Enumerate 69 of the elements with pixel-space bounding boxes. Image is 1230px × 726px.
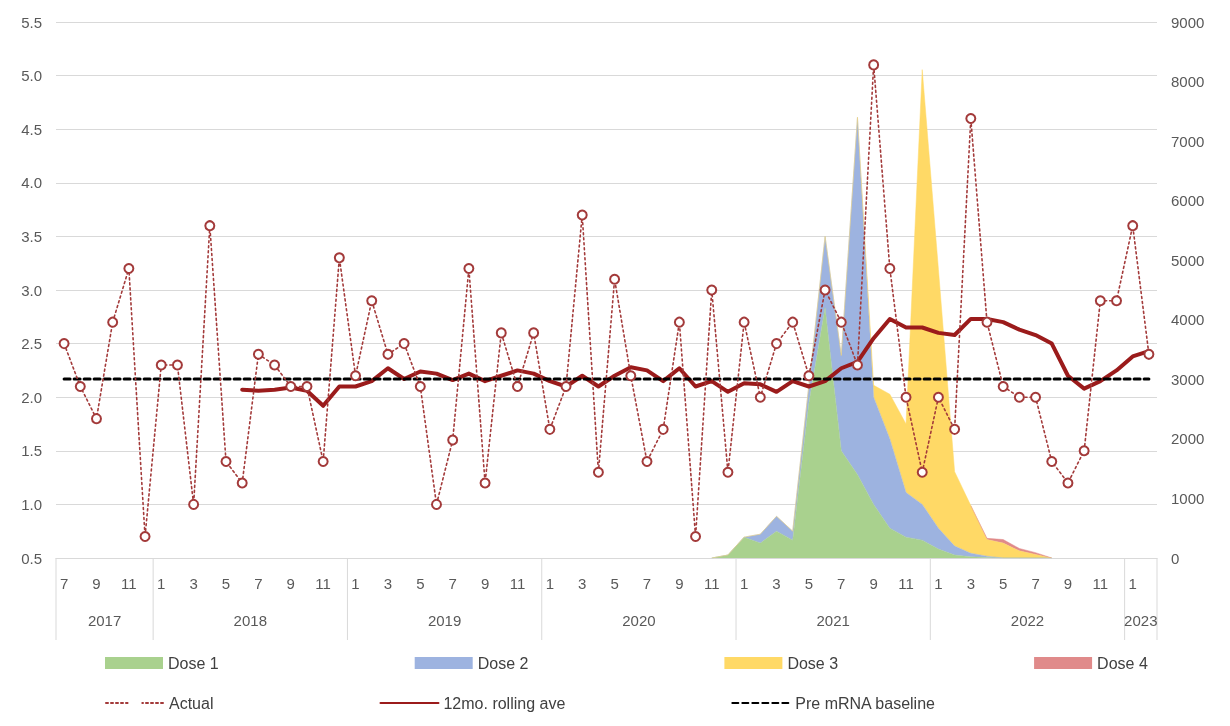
x-tick-label: 1 — [157, 575, 166, 592]
y2-tick-label: 3000 — [1171, 370, 1205, 388]
x-tick-label: 5 — [999, 575, 1008, 592]
x-tick-label: 1 — [351, 575, 360, 592]
x-tick-label: 11 — [1092, 575, 1109, 592]
x-tick-label: 7 — [1031, 575, 1040, 592]
x-tick-label: 5 — [416, 575, 425, 592]
x-tick-label: 1 — [934, 575, 943, 592]
x-tick-label: 11 — [121, 575, 137, 592]
x-tick-label: 11 — [315, 575, 331, 592]
y2-tick-label: 5000 — [1171, 251, 1205, 269]
x-tick-label: 7 — [254, 575, 263, 592]
x-tick-label: 9 — [675, 575, 684, 592]
x-tick-label: 9 — [92, 575, 101, 592]
legend-label: Pre mRNA baseline — [795, 694, 936, 712]
text: 2023 — [1124, 611, 1158, 629]
y2-tick-label: 8000 — [1171, 73, 1205, 91]
x-tick-label: 3 — [578, 575, 587, 592]
x-tick-label: 7 — [448, 575, 457, 592]
x-tick-label: 11 — [703, 575, 720, 592]
text: 2018 — [233, 611, 267, 629]
y-tick-label: 0.5 — [21, 549, 42, 567]
text: 2017 — [87, 611, 122, 629]
x-tick-label: 3 — [772, 575, 781, 592]
x-tick-label: 7 — [837, 575, 846, 592]
y-tick-label: 4.5 — [21, 120, 42, 138]
text: 2019 — [427, 611, 462, 629]
legend-label: Dose 3 — [787, 654, 839, 672]
x-tick-label: 9 — [869, 575, 878, 592]
y-tick-label: 5.5 — [21, 13, 42, 31]
x-tick-label: 3 — [966, 575, 975, 592]
text: 2022 — [1010, 611, 1045, 629]
y2-tick-label: 9000 — [1171, 13, 1205, 31]
legend-label: Dose 1 — [168, 654, 219, 672]
x-tick-label: 5 — [610, 575, 619, 592]
y-tick-label: 3.0 — [21, 281, 42, 299]
y-tick-label: 2.5 — [21, 335, 42, 353]
y-tick-label: 1.0 — [21, 495, 42, 513]
legend-label: Dose 4 — [1097, 654, 1148, 672]
text: 2020 — [622, 611, 656, 629]
y-tick-label: 1.5 — [21, 442, 42, 460]
x-tick-label: 3 — [383, 575, 393, 592]
x-tick-label: 9 — [480, 575, 490, 592]
x-tick-label: 5 — [221, 575, 231, 592]
y2-tick-label: 6000 — [1171, 192, 1205, 210]
legend-label: 12mo. rolling ave — [443, 694, 566, 712]
x-tick-label: 3 — [189, 575, 198, 592]
y2-tick-label: 1000 — [1171, 489, 1205, 507]
y-tick-label: 3.5 — [21, 227, 42, 245]
x-tick-label: 1 — [545, 575, 554, 592]
x-tick-label: 11 — [898, 575, 914, 592]
y2-tick-label: 7000 — [1171, 132, 1205, 150]
y-tick-label: 4.0 — [21, 174, 42, 192]
text: 2021 — [816, 611, 850, 629]
legend-label: Actual — [169, 694, 214, 712]
x-tick-label: 9 — [286, 575, 295, 592]
y-tick-label: 5.0 — [21, 67, 42, 85]
y-tick-label: 2.0 — [21, 388, 42, 406]
x-tick-label: 1 — [1128, 575, 1137, 592]
legend-label: Dose 2 — [477, 654, 529, 672]
x-tick-label: 11 — [509, 575, 526, 592]
x-tick-label: 7 — [642, 575, 652, 592]
x-tick-label: 1 — [739, 575, 749, 592]
y2-tick-label: 4000 — [1171, 311, 1205, 329]
y2-tick-label: 2000 — [1171, 430, 1205, 448]
x-tick-label: 9 — [1063, 575, 1073, 592]
y2-tick-label: 0 — [1171, 549, 1180, 567]
x-tick-label: 5 — [804, 575, 814, 592]
x-tick-label: 7 — [59, 575, 69, 592]
